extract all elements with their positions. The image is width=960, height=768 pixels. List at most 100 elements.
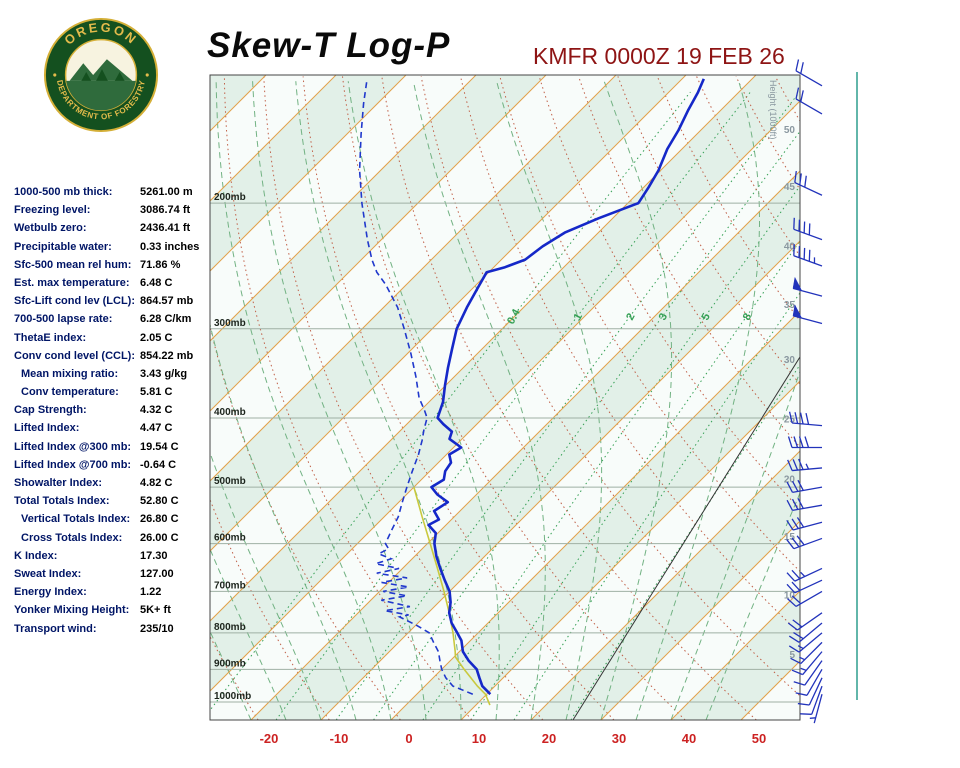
isotherm-line xyxy=(811,75,960,720)
stat-label: Showalter Index: xyxy=(14,477,103,489)
isotherm-line xyxy=(210,75,407,272)
temp-axis-label: -20 xyxy=(260,731,279,746)
stat-value: 6.48 C xyxy=(140,276,173,289)
stat-label: Yonker Mixing Height: xyxy=(14,604,130,617)
wind-barb xyxy=(787,590,823,607)
dry-adiabat-line xyxy=(538,76,800,510)
stat-row: Showalter Index: 4.82 C xyxy=(14,474,214,492)
wind-barb xyxy=(792,304,823,325)
stat-label: 700-500 lapse rate: xyxy=(14,313,113,326)
stat-label: Lifted Index: xyxy=(14,422,80,435)
stat-label: Freezing level: xyxy=(14,204,91,217)
pressure-label: 900mb xyxy=(214,658,246,669)
stat-row: Lifted Index @700 mb: -0.64 C xyxy=(14,456,214,474)
dry-adiabat-line xyxy=(342,76,686,720)
wind-barb xyxy=(791,651,823,676)
mixing-ratio-line xyxy=(570,363,800,720)
stat-label: Total Totals Index: xyxy=(14,495,110,508)
height-label: 45 xyxy=(784,182,796,193)
mixing-ratio-label: 3 xyxy=(657,311,670,322)
mixing-ratio-label: 5 xyxy=(699,311,712,322)
isotherm-line xyxy=(600,520,800,720)
wind-barb xyxy=(795,59,823,87)
wind-barb xyxy=(795,669,823,696)
odf-logo: OREGON DEPARTMENT OF FORESTRY xyxy=(43,17,159,133)
isotherm-line xyxy=(320,240,800,720)
logo-dot-right xyxy=(145,73,149,77)
isotherm-line xyxy=(210,75,687,552)
mixing-ratio-label: 8 xyxy=(741,311,754,322)
plot-area: 0.4 1 2 3 5 8 xyxy=(210,75,960,720)
temp-axis-label: 10 xyxy=(472,731,486,746)
wind-barb xyxy=(795,87,823,115)
moist-adiabat-line xyxy=(412,81,546,720)
temp-axis-label: 0 xyxy=(405,731,412,746)
stat-row: Sweat Index: 127.00 xyxy=(14,565,214,583)
height-label: 25 xyxy=(784,414,796,425)
dry-adiabat-line xyxy=(617,76,800,385)
aux-line xyxy=(572,356,800,720)
isotherm-line xyxy=(210,75,757,622)
stat-label: Est. max temperature: xyxy=(14,276,130,289)
stat-label: K Index: xyxy=(14,549,58,562)
stat-row: Conv temperature: 5.81 C xyxy=(14,383,214,401)
stat-label: Precipitable water: xyxy=(14,240,112,253)
isotherm-line xyxy=(670,590,800,720)
wind-barb xyxy=(800,685,823,715)
stat-row: Conv cond level (CCL): 854.22 mb xyxy=(14,347,214,365)
logo-dot-left xyxy=(53,73,57,77)
stat-label: Mean mixing ratio: xyxy=(21,367,119,380)
pressure-label: 700mb xyxy=(214,580,246,591)
stat-row: Total Totals Index: 52.80 C xyxy=(14,492,214,510)
wind-barb xyxy=(793,244,823,267)
wind-barb xyxy=(786,579,823,594)
stat-label: Cross Totals Index: xyxy=(21,531,123,544)
wind-barb xyxy=(788,632,823,653)
wind-barb xyxy=(786,497,823,512)
height-label: 20 xyxy=(784,475,796,486)
stat-row: Cap Strength: 4.32 C xyxy=(14,401,214,419)
dry-adiabat-line xyxy=(420,76,800,697)
stat-value: 235/10 xyxy=(140,622,174,635)
stat-label: Energy Index: xyxy=(14,586,87,599)
stat-value: 71.86 % xyxy=(140,258,181,271)
moist-adiabat-line xyxy=(295,81,462,720)
dewpoint-curve xyxy=(358,78,474,695)
stat-value: 2.05 C xyxy=(140,331,173,344)
height-label: 10 xyxy=(784,590,796,601)
height-label: 35 xyxy=(784,300,796,311)
wind-barb xyxy=(787,436,822,449)
stat-value: 864.57 mb xyxy=(140,295,194,308)
page-title: Skew-T Log-P xyxy=(207,26,451,65)
stat-value: 5261.00 m xyxy=(140,186,193,198)
parcel-curve xyxy=(413,486,491,706)
mixing-ratio-line xyxy=(373,130,800,720)
height-label: 5 xyxy=(789,650,795,661)
stat-row: Freezing level: 3086.74 ft xyxy=(14,201,214,219)
stat-row: Wetbulb zero: 2436.41 ft xyxy=(14,219,214,237)
stat-label: Sfc-Lift cond lev (LCL): xyxy=(14,295,135,308)
stat-value: 4.32 C xyxy=(140,404,173,417)
wind-barb xyxy=(786,535,823,550)
moist-adiabat-line xyxy=(347,81,500,720)
stat-row: Sfc-Lift cond lev (LCL): 864.57 mb xyxy=(14,292,214,310)
stat-value: 5K+ ft xyxy=(140,604,171,617)
isotherm-line xyxy=(210,75,477,342)
stat-value: 4.82 C xyxy=(140,477,173,489)
stat-row: 1000-500 mb thick: 5261.00 m xyxy=(14,183,214,201)
height-axis-title: Height (1000ft) xyxy=(768,80,778,140)
plot-border xyxy=(209,74,801,721)
stat-value: 854.22 mb xyxy=(140,349,194,362)
moist-adiabat-line xyxy=(210,451,322,720)
stat-label: Transport wind: xyxy=(14,622,97,635)
stat-value: 1.22 xyxy=(140,586,162,599)
stat-value: 19.54 C xyxy=(140,440,179,453)
temp-axis-label: -10 xyxy=(330,731,349,746)
dry-adiabat-line xyxy=(302,76,615,720)
wind-barb xyxy=(786,517,823,531)
stat-value: 3.43 g/kg xyxy=(140,367,188,380)
height-label: 50 xyxy=(784,125,796,136)
logo-trees xyxy=(81,69,125,81)
stat-row: Vertical Totals Index: 26.80 C xyxy=(14,510,214,528)
